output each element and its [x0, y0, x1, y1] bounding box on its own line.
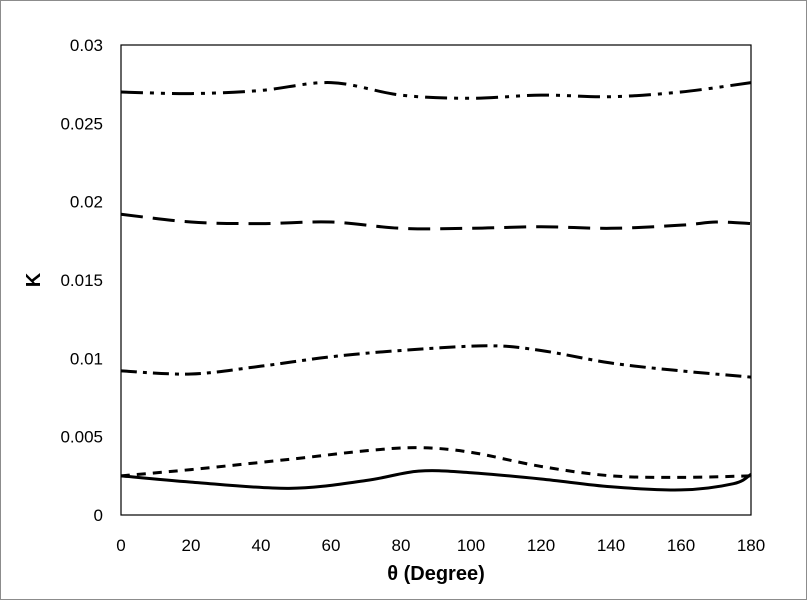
y-tick-label: 0.03 — [70, 36, 103, 55]
x-tick-label: 120 — [527, 536, 555, 555]
x-tick-label: 60 — [322, 536, 341, 555]
x-tick-label: 100 — [457, 536, 485, 555]
x-tick-label: 140 — [597, 536, 625, 555]
y-tick-labels: 0 0.005 0.01 0.015 0.02 0.025 0.03 — [60, 36, 103, 525]
plot-area-border — [120, 44, 752, 516]
x-axis-title: θ (Degree) — [387, 563, 485, 585]
series-line-5-dash-dot-dot — [120, 81, 752, 100]
series-line-2-dashed — [120, 446, 752, 479]
y-tick-label: 0.005 — [60, 428, 103, 447]
x-tick-label: 180 — [737, 536, 765, 555]
y-tick-label: 0.015 — [60, 271, 103, 290]
y-axis-title: K — [23, 272, 45, 287]
y-tick-label: 0.02 — [70, 193, 103, 212]
x-tick-label: 0 — [116, 536, 125, 555]
x-tick-label: 160 — [667, 536, 695, 555]
series-line-3-dash-dot — [120, 344, 752, 379]
x-tick-label: 80 — [392, 536, 411, 555]
x-tick-label: 20 — [182, 536, 201, 555]
series-line-1-solid — [120, 469, 752, 492]
y-tick-label: 0.01 — [70, 349, 103, 368]
y-tick-label: 0 — [94, 506, 103, 525]
y-tick-label: 0.025 — [60, 114, 103, 133]
series-layer — [120, 81, 752, 492]
x-tick-label: 40 — [252, 536, 271, 555]
x-tick-labels: 0 20 40 60 80 100 120 140 160 180 — [116, 536, 765, 555]
series-line-4-long-dash — [120, 212, 752, 231]
